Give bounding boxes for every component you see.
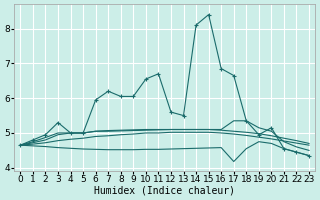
- X-axis label: Humidex (Indice chaleur): Humidex (Indice chaleur): [94, 186, 235, 196]
